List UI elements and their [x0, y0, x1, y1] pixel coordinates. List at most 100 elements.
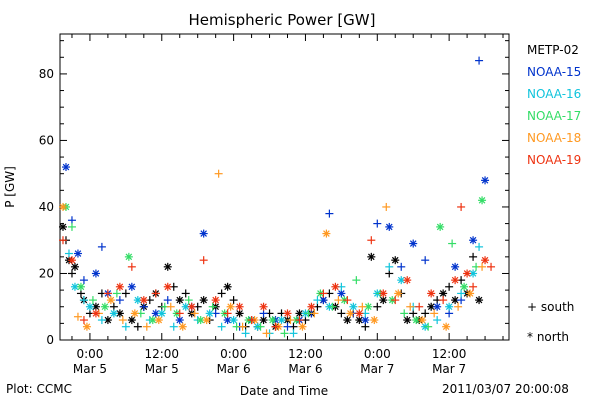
point-noaa-19-south [175, 309, 184, 318]
point-noaa-16-north [85, 302, 94, 311]
point-noaa-18-north [322, 229, 331, 238]
point-noaa-17-north [124, 252, 133, 261]
point-noaa-16-south [475, 242, 484, 251]
point-metp-02-south [181, 289, 190, 298]
point-noaa-18-south [358, 302, 367, 311]
point-noaa-17-south [208, 302, 217, 311]
point-metp-02-north [259, 316, 268, 325]
point-noaa-15-south [163, 296, 172, 305]
point-noaa-19-south [127, 262, 136, 271]
point-metp-02-north [223, 282, 232, 291]
point-noaa-16-south [433, 316, 442, 325]
point-noaa-18-south [73, 312, 82, 321]
point-noaa-17-south [400, 309, 409, 318]
point-noaa-19-north [463, 269, 472, 278]
point-noaa-18-north [154, 316, 163, 325]
point-metp-02-south [229, 296, 238, 305]
x-tick-label-time: 0:00 [364, 347, 391, 361]
point-noaa-15-north [199, 229, 208, 238]
point-noaa-18-south [430, 309, 439, 318]
point-metp-02-north [391, 256, 400, 265]
point-noaa-17-north [196, 316, 205, 325]
point-noaa-15-south [115, 296, 124, 305]
point-noaa-19-south [271, 322, 280, 331]
point-noaa-16-south [457, 289, 466, 298]
point-noaa-17-south [67, 222, 76, 231]
point-noaa-18-north [178, 322, 187, 331]
y-tick-label: 80 [39, 67, 54, 81]
point-noaa-19-south [457, 202, 466, 211]
x-tick-label-time: 12:00 [288, 347, 323, 361]
y-axis: 0 20 40 60 80 [39, 40, 509, 347]
point-noaa-15-north [385, 222, 394, 231]
point-noaa-16-north [445, 302, 454, 311]
point-noaa-15-north [73, 249, 82, 258]
point-noaa-19-north [331, 282, 340, 291]
point-noaa-16-north [109, 309, 118, 318]
point-noaa-18-south [190, 309, 199, 318]
point-metp-02-north [475, 296, 484, 305]
point-noaa-19-south [103, 289, 112, 298]
point-noaa-16-south [313, 296, 322, 305]
point-noaa-19-north [67, 256, 76, 265]
point-noaa-18-south [286, 316, 295, 325]
point-noaa-15-south [373, 219, 382, 228]
point-noaa-17-north [436, 222, 445, 231]
point-noaa-16-north [349, 302, 358, 311]
point-noaa-18-north [82, 322, 91, 331]
point-noaa-18-south [214, 169, 223, 178]
point-noaa-15-north [409, 239, 418, 248]
point-noaa-18-north [130, 309, 139, 318]
point-noaa-15-north [61, 163, 70, 172]
point-noaa-19-north [451, 276, 460, 285]
point-metp-02-south [133, 322, 142, 331]
point-metp-02-north [439, 289, 448, 298]
point-noaa-18-north [226, 302, 235, 311]
x-tick-label-time: 12:00 [144, 347, 179, 361]
point-noaa-16-south [385, 262, 394, 271]
point-noaa-16-south [64, 249, 73, 258]
point-noaa-15-north [481, 176, 490, 185]
point-noaa-17-north [100, 302, 109, 311]
point-metp-02-north [379, 296, 388, 305]
legend-entry-noaa-19: NOAA-19 [527, 153, 582, 167]
data-points [58, 56, 496, 338]
point-noaa-17-north [460, 282, 469, 291]
x-tick-label-date: Mar 7 [360, 362, 394, 376]
point-metp-02-north [199, 296, 208, 305]
point-metp-02-south [67, 269, 76, 278]
point-noaa-17-south [88, 296, 97, 305]
point-noaa-18-south [118, 316, 127, 325]
y-tick-label: 60 [39, 133, 54, 147]
point-noaa-16-south [217, 322, 226, 331]
point-noaa-15-north [151, 309, 160, 318]
point-noaa-18-north [370, 316, 379, 325]
point-metp-02-south [373, 302, 382, 311]
point-noaa-19-north [355, 309, 364, 318]
x-tick-label-time: 0:00 [76, 347, 103, 361]
x-tick-label-date: Mar 7 [432, 362, 466, 376]
point-noaa-17-south [328, 302, 337, 311]
point-noaa-19-north [91, 309, 100, 318]
y-tick-label: 0 [46, 333, 54, 347]
point-noaa-18-north [202, 316, 211, 325]
point-noaa-19-south [391, 296, 400, 305]
point-noaa-18-north [58, 202, 67, 211]
point-metp-02-north [343, 316, 352, 325]
point-noaa-18-north [298, 322, 307, 331]
point-noaa-16-south [79, 296, 88, 305]
x-tick-label-date: Mar 5 [145, 362, 179, 376]
point-noaa-15-north [469, 236, 478, 245]
point-noaa-18-south [310, 309, 319, 318]
point-noaa-19-south [319, 289, 328, 298]
point-noaa-19-south [151, 289, 160, 298]
point-noaa-18-south [238, 322, 247, 331]
x-tick-label-time: 12:00 [432, 347, 467, 361]
point-metp-02-north [163, 262, 172, 271]
point-noaa-17-north [364, 302, 373, 311]
point-noaa-18-north [442, 322, 451, 331]
point-noaa-15-north [91, 269, 100, 278]
point-noaa-17-north [412, 316, 421, 325]
